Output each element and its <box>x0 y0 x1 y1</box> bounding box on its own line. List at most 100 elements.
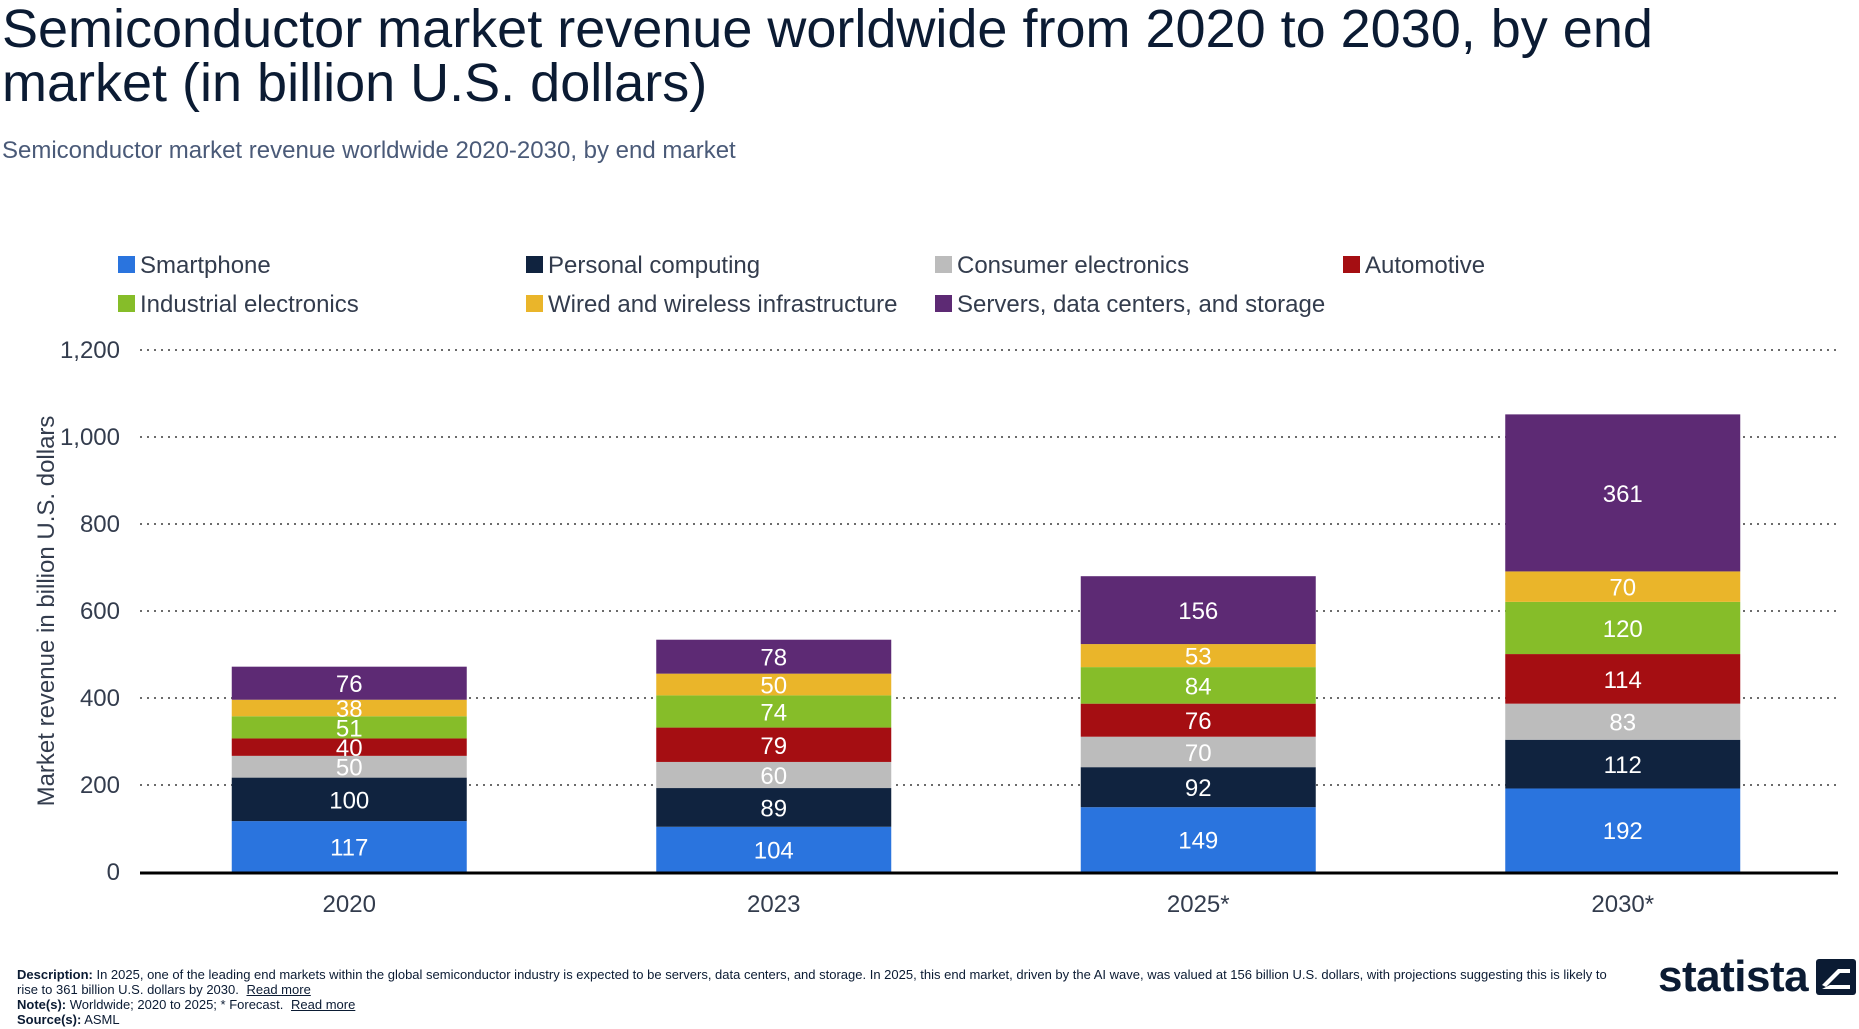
description-read-more-link[interactable]: Read more <box>246 982 311 997</box>
legend-swatch-3 <box>935 256 952 273</box>
data-label: 51 <box>336 715 363 742</box>
chart-subtitle: Semiconductor market revenue worldwide 2… <box>2 137 736 164</box>
legend-label-6: Wired and wireless infrastructure <box>548 291 897 318</box>
data-label: 156 <box>1178 598 1218 625</box>
legend-label-7: Servers, data centers, and storage <box>957 291 1325 318</box>
x-tick-label: 2025* <box>1167 891 1230 918</box>
bar-segment-2023-5 <box>656 695 892 728</box>
sources-text: ASML <box>84 1012 120 1027</box>
sources-line: Source(s): ASML <box>17 1012 1617 1027</box>
legend-swatch-5 <box>118 295 135 312</box>
data-label: 192 <box>1603 818 1643 845</box>
legend-label-2: Personal computing <box>548 252 760 279</box>
statista-logo-icon <box>1816 959 1857 995</box>
data-label: 40 <box>336 735 363 762</box>
legend-swatch-7 <box>935 295 952 312</box>
data-label: 89 <box>760 795 787 822</box>
x-tick-label: 2020 <box>323 891 376 918</box>
chart-footer: Description: In 2025, one of the leading… <box>17 967 1617 1027</box>
description-line: Description: In 2025, one of the leading… <box>17 967 1617 997</box>
data-label: 50 <box>760 673 787 700</box>
statista-logo-text: statista <box>1658 952 1809 1001</box>
bar-segment-2030-2 <box>1505 739 1741 789</box>
bar-segment-2020-1 <box>231 821 467 872</box>
legend-label-5: Industrial electronics <box>140 291 359 318</box>
data-label: 50 <box>336 755 363 782</box>
data-label: 117 <box>330 835 368 862</box>
y-tick-label: 0 <box>107 859 120 886</box>
data-label: 112 <box>1604 752 1642 779</box>
data-label: 92 <box>1185 775 1212 802</box>
bar-segment-2025-7 <box>1080 576 1316 645</box>
legend-label-4: Automotive <box>1365 252 1485 279</box>
sources-label: Source(s): <box>17 1012 82 1027</box>
data-label: 84 <box>1185 673 1212 700</box>
bar-segment-2030-7 <box>1505 414 1741 572</box>
data-label: 104 <box>754 837 794 864</box>
data-label: 60 <box>760 763 787 790</box>
bar-segment-2025-3 <box>1080 736 1316 768</box>
legend-swatch-4 <box>1343 256 1360 273</box>
y-tick-label: 800 <box>80 511 120 538</box>
legend-label-3: Consumer electronics <box>957 252 1189 279</box>
data-label: 114 <box>1604 667 1642 694</box>
data-label: 38 <box>336 696 363 723</box>
data-label: 83 <box>1609 710 1636 737</box>
data-label: 70 <box>1185 740 1212 767</box>
bar-segment-2025-2 <box>1080 767 1316 808</box>
stacked-bar-chart: Smartphone Personal computing Consumer ele… <box>33 252 1838 918</box>
notes-line: Note(s): Worldwide; 2020 to 2025; * Fore… <box>17 997 1617 1012</box>
bar-segment-2025-5 <box>1080 667 1316 704</box>
bar-segment-2020-3 <box>231 755 467 778</box>
legend-swatch-6 <box>526 295 543 312</box>
y-axis-label: Market revenue in billion U.S. dollars <box>33 416 60 807</box>
bar-segment-2025-1 <box>1080 807 1316 872</box>
data-label: 120 <box>1603 616 1643 643</box>
data-label: 76 <box>336 671 363 698</box>
legend-swatch-2 <box>526 256 543 273</box>
chart-title: Semiconductor market revenue worldwide f… <box>2 0 1653 113</box>
data-label: 149 <box>1178 828 1218 855</box>
bar-segment-2020-6 <box>231 699 467 717</box>
description-text: In 2025, one of the leading end markets … <box>17 967 1607 997</box>
bar-segment-2023-1 <box>656 826 892 872</box>
bar-segment-2023-6 <box>656 673 892 696</box>
bar-segment-2023-3 <box>656 761 892 789</box>
data-label: 74 <box>760 699 787 726</box>
legend-swatch-1 <box>118 256 135 273</box>
notes-text: Worldwide; 2020 to 2025; * Forecast. <box>69 997 284 1012</box>
bar-segment-2023-2 <box>656 788 892 827</box>
notes-read-more-link[interactable]: Read more <box>291 997 356 1012</box>
y-tick-label: 1,200 <box>60 337 120 364</box>
data-label: 70 <box>1609 575 1636 602</box>
bar-segment-2030-1 <box>1505 788 1741 872</box>
data-label: 76 <box>1185 708 1212 735</box>
y-tick-label: 400 <box>80 685 120 712</box>
statista-logo[interactable]: statista <box>1658 952 1857 1002</box>
data-label: 78 <box>760 645 787 672</box>
bar-segment-2030-3 <box>1505 703 1741 740</box>
data-label: 100 <box>329 787 369 814</box>
y-tick-label: 1,000 <box>60 424 120 451</box>
x-tick-label: 2023 <box>747 891 800 918</box>
bar-segment-2023-7 <box>656 639 892 674</box>
notes-label: Note(s): <box>17 997 67 1012</box>
bar-segment-2023-4 <box>656 727 892 762</box>
y-tick-label: 200 <box>80 772 120 799</box>
data-label: 79 <box>760 733 787 760</box>
bar-segment-2025-4 <box>1080 703 1316 737</box>
bar-segment-2030-4 <box>1505 654 1741 704</box>
description-label: Description: <box>17 967 93 982</box>
bar-segment-2020-7 <box>231 666 467 700</box>
legend-label-1: Smartphone <box>140 252 271 279</box>
data-label: 361 <box>1603 481 1643 508</box>
bar-segment-2020-2 <box>231 777 467 822</box>
bar-segment-2030-5 <box>1505 601 1741 655</box>
y-tick-label: 600 <box>80 598 120 625</box>
bar-segment-2030-6 <box>1505 571 1741 602</box>
bar-segment-2020-5 <box>231 716 467 739</box>
bar-segment-2025-6 <box>1080 644 1316 668</box>
bar-segment-2020-4 <box>231 738 467 756</box>
data-label: 53 <box>1185 644 1212 671</box>
